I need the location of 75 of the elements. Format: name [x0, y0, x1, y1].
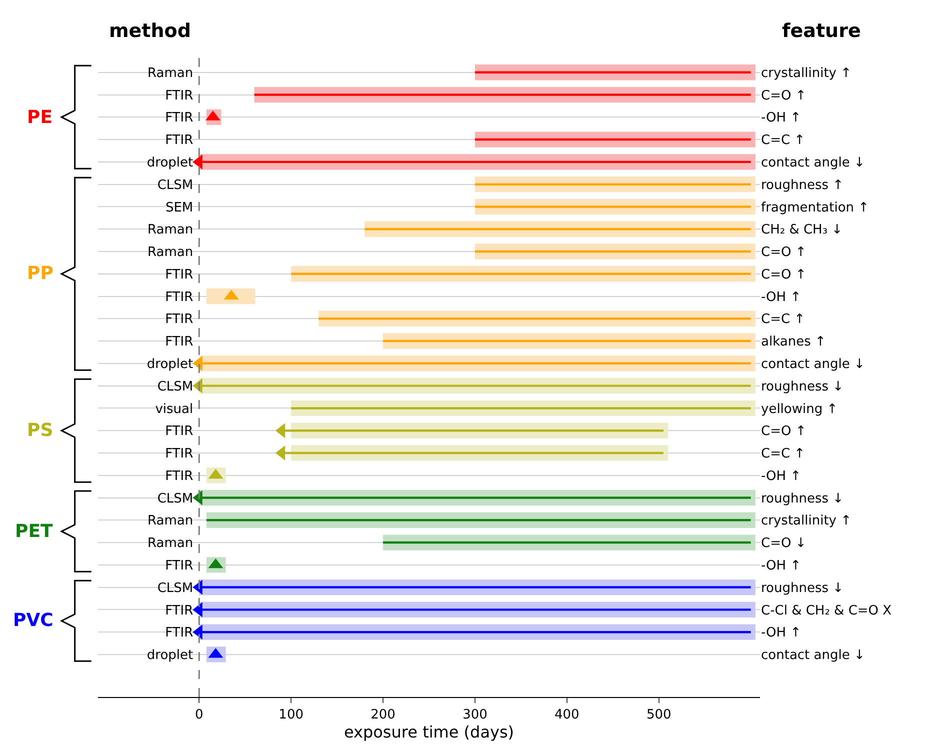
y-tick-label: FTIR — [165, 626, 194, 641]
text: PS — [27, 420, 54, 441]
bar — [474, 183, 751, 186]
y-tick-label: CLSM — [157, 491, 194, 506]
x-tick-label: 400 — [554, 708, 580, 723]
y-tick-label: CLSM — [157, 580, 194, 596]
y2-tick-label: contact angle ↓ — [761, 648, 865, 664]
y2-tick-label: alkanes ↑ — [761, 334, 826, 350]
y-tick-label: FTIR — [165, 312, 194, 328]
y-tick-label: CLSM — [157, 178, 194, 193]
y-tick-label: Raman — [148, 245, 194, 260]
y2-tick-label: C=O ↑ — [761, 267, 806, 282]
y-tick-label: Raman — [148, 514, 194, 529]
y2-tick-label: C=C ↑ — [761, 312, 806, 328]
y2-tick-label: C=C ↑ — [761, 446, 806, 462]
y-tick-label: FTIR — [165, 603, 194, 618]
y-tick-label: FTIR — [165, 88, 194, 104]
x-axis-title: exposure time (days) — [344, 722, 514, 742]
x-tick-label: 200 — [370, 708, 396, 723]
y-tick-label: FTIR — [165, 558, 194, 574]
y2-tick-label: -OH ↑ — [761, 110, 802, 126]
y-tick-label: Raman — [148, 66, 194, 81]
y2-tick-label: C=C ↑ — [761, 133, 806, 148]
bar — [318, 318, 751, 320]
x-tick-label: 100 — [278, 708, 304, 723]
x-tick-label: 0 — [195, 708, 204, 723]
y-tick-label: droplet — [146, 155, 194, 170]
y2-tick-label: roughness ↓ — [761, 379, 844, 394]
y-tick-label: FTIR — [165, 290, 194, 305]
y2-tick-label: roughness ↓ — [761, 491, 844, 506]
x-tick-label: 500 — [646, 708, 672, 723]
y-tick-label: FTIR — [165, 424, 194, 440]
text: PP — [27, 263, 54, 284]
x-tick-label: 300 — [462, 708, 488, 723]
y2-tick-label: roughness ↑ — [761, 178, 844, 193]
y-tick-label: SEM — [165, 200, 194, 216]
y-tick-label: FTIR — [165, 334, 194, 350]
bar — [206, 519, 751, 522]
y2-tick-label: C=O ↑ — [761, 245, 806, 260]
y-tick-label: visual — [155, 402, 194, 417]
y2-tick-label: -OH ↑ — [761, 468, 802, 484]
text: PE — [27, 107, 52, 128]
y-tick-label: droplet — [146, 648, 194, 664]
y2-tick-label: C-Cl & CH₂ & C=O X — [761, 603, 892, 618]
y-tick-label: FTIR — [165, 267, 194, 282]
y2-tick-label: crystallinity ↑ — [761, 514, 852, 529]
y2-tick-label: roughness ↓ — [761, 580, 844, 596]
bar — [474, 206, 751, 208]
y-tick-label: FTIR — [165, 110, 194, 126]
y2-tick-label: yellowing ↑ — [761, 402, 838, 417]
text: PVC — [13, 610, 54, 631]
y2-tick-label: fragmentation ↑ — [761, 200, 870, 216]
y2-tick-label: contact angle ↓ — [761, 356, 865, 372]
y-tick-label: FTIR — [165, 133, 194, 148]
y-tick-label: FTIR — [165, 446, 194, 462]
y2-tick-label: -OH ↑ — [761, 626, 802, 641]
y2-tick-label: C=O ↑ — [761, 88, 806, 104]
y2-tick-label: C=O ↓ — [761, 536, 806, 552]
y2-axis-title: feature — [782, 20, 861, 42]
bar — [291, 407, 751, 410]
y2-tick-label: -OH ↑ — [761, 558, 802, 574]
y2-tick-label: CH₂ & CH₃ ↓ — [761, 222, 843, 238]
text: PET — [15, 521, 54, 542]
bar — [254, 94, 751, 96]
y2-tick-label: crystallinity ↑ — [761, 66, 852, 81]
y2-tick-label: C=O ↑ — [761, 424, 806, 440]
y2-tick-label: contact angle ↓ — [761, 155, 865, 170]
y-tick-label: Raman — [148, 536, 194, 552]
y-tick-label: FTIR — [165, 468, 194, 484]
y-tick-label: CLSM — [157, 379, 194, 394]
y-tick-label: Raman — [148, 222, 194, 238]
bar — [291, 272, 751, 275]
y-tick-label: droplet — [146, 356, 194, 372]
y-axis-title: method — [109, 20, 191, 42]
y2-tick-label: -OH ↑ — [761, 290, 802, 305]
